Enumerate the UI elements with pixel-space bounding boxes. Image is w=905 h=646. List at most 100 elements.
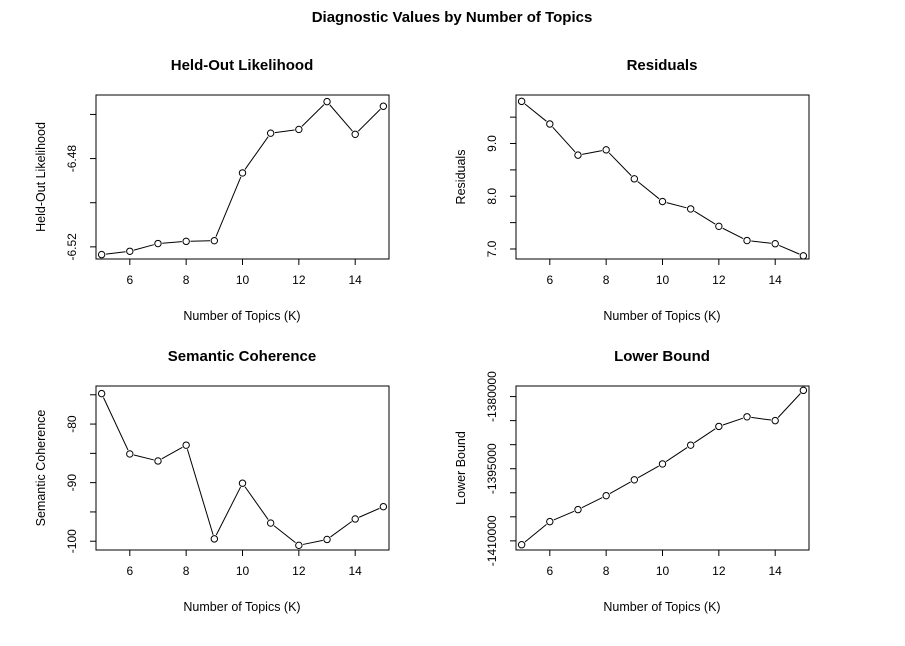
x-tick-label: 6 xyxy=(546,564,553,578)
data-point xyxy=(210,535,219,543)
series-segment xyxy=(552,126,576,153)
panel-title: Residuals xyxy=(627,57,698,74)
data-point xyxy=(771,416,779,425)
series-segment xyxy=(274,129,295,134)
data-point xyxy=(743,413,751,421)
x-tick-label: 6 xyxy=(126,564,133,578)
data-point xyxy=(574,151,582,159)
x-tick-label: 6 xyxy=(126,273,133,287)
data-point xyxy=(126,450,134,458)
y-tick-label: 9.0 xyxy=(485,135,499,152)
data-point xyxy=(266,129,275,137)
data-point xyxy=(154,239,162,248)
data-point xyxy=(602,146,610,154)
data-point xyxy=(602,491,610,500)
series-segment xyxy=(358,507,380,518)
series-segment xyxy=(722,417,744,426)
series-segment xyxy=(244,486,269,520)
x-tick-label: 8 xyxy=(183,273,190,287)
data-point xyxy=(182,237,190,246)
series-segment xyxy=(693,428,716,444)
data-point xyxy=(238,169,247,177)
panel-title: Held-Out Likelihood xyxy=(171,57,314,74)
x-tick-label: 14 xyxy=(769,564,783,578)
data-point xyxy=(771,240,779,248)
y-tick-label: -90 xyxy=(65,474,79,492)
panel-semantic-coherence: Semantic Coherence Number of Topics (K) … xyxy=(34,348,390,614)
series-segment xyxy=(751,240,771,244)
x-tick-label: 12 xyxy=(292,273,306,287)
y-tick-label: 7.0 xyxy=(485,240,499,257)
y-tick-label: -1380000 xyxy=(485,371,499,422)
data-point xyxy=(351,130,359,138)
data-point xyxy=(323,97,331,106)
y-tick-label: -6.52 xyxy=(65,233,79,261)
x-tick-label: 10 xyxy=(236,564,250,578)
data-point xyxy=(658,460,667,468)
data-point xyxy=(266,519,275,527)
series-segment xyxy=(778,244,800,255)
data-point xyxy=(715,422,723,431)
series-segment xyxy=(162,241,182,244)
x-axis-label: Number of Topics (K) xyxy=(603,309,720,323)
x-tick-label: 12 xyxy=(292,564,306,578)
data-point xyxy=(517,541,526,549)
series-segment xyxy=(609,481,631,494)
y-tick-label: -1410000 xyxy=(485,515,499,566)
y-tick-label: -100 xyxy=(65,529,79,553)
y-tick-label: -80 xyxy=(65,415,79,433)
series-segment xyxy=(553,510,575,521)
x-tick-label: 14 xyxy=(349,564,363,578)
data-point xyxy=(686,205,695,213)
y-axis-label: Semantic Coherence xyxy=(34,410,48,527)
data-point xyxy=(295,125,303,134)
data-point xyxy=(799,252,808,260)
series-segment xyxy=(694,210,716,225)
panel-title: Lower Bound xyxy=(614,348,710,365)
data-point xyxy=(379,102,388,110)
series-segment xyxy=(751,416,771,421)
data-point xyxy=(715,222,723,231)
x-axis-label: Number of Topics (K) xyxy=(183,309,300,323)
series-segment xyxy=(302,539,323,545)
y-tick-label: -6.48 xyxy=(65,145,79,173)
x-tick-label: 14 xyxy=(769,273,783,287)
series-segment xyxy=(581,497,603,509)
series-segment xyxy=(777,393,801,418)
plot-frame xyxy=(95,385,390,551)
series-segment xyxy=(105,251,126,255)
data-point xyxy=(630,175,639,183)
series-segment xyxy=(161,446,183,460)
x-tick-label: 10 xyxy=(656,564,670,578)
data-point xyxy=(546,517,554,526)
x-tick-label: 6 xyxy=(546,273,553,287)
x-tick-label: 8 xyxy=(603,564,610,578)
series-segment xyxy=(357,108,381,132)
data-point xyxy=(210,236,219,245)
plot-frame xyxy=(515,94,810,260)
panel-held-out-likelihood: Held-Out Likelihood Number of Topics (K)… xyxy=(34,57,390,323)
x-tick-label: 8 xyxy=(183,564,190,578)
x-tick-label: 10 xyxy=(656,273,670,287)
data-point xyxy=(799,386,808,395)
x-axis-label: Number of Topics (K) xyxy=(603,600,720,614)
series-segment xyxy=(215,486,242,536)
x-tick-label: 12 xyxy=(712,273,726,287)
x-axis-label: Number of Topics (K) xyxy=(183,600,300,614)
series-segment xyxy=(273,525,296,544)
series-segment xyxy=(301,104,325,127)
series-segment xyxy=(103,397,129,451)
data-point xyxy=(743,236,751,245)
series-segment xyxy=(330,521,353,538)
data-point xyxy=(517,97,526,106)
data-point xyxy=(630,476,639,484)
y-axis-label: Held-Out Likelihood xyxy=(34,122,48,232)
y-tick-label: 8.0 xyxy=(485,188,499,205)
x-tick-label: 14 xyxy=(349,273,363,287)
series-segment xyxy=(722,227,744,240)
series-segment xyxy=(582,150,603,155)
series-segment xyxy=(244,136,269,170)
figure-title: Diagnostic Values by Number of Topics xyxy=(312,9,593,26)
y-axis-label: Residuals xyxy=(454,150,468,205)
